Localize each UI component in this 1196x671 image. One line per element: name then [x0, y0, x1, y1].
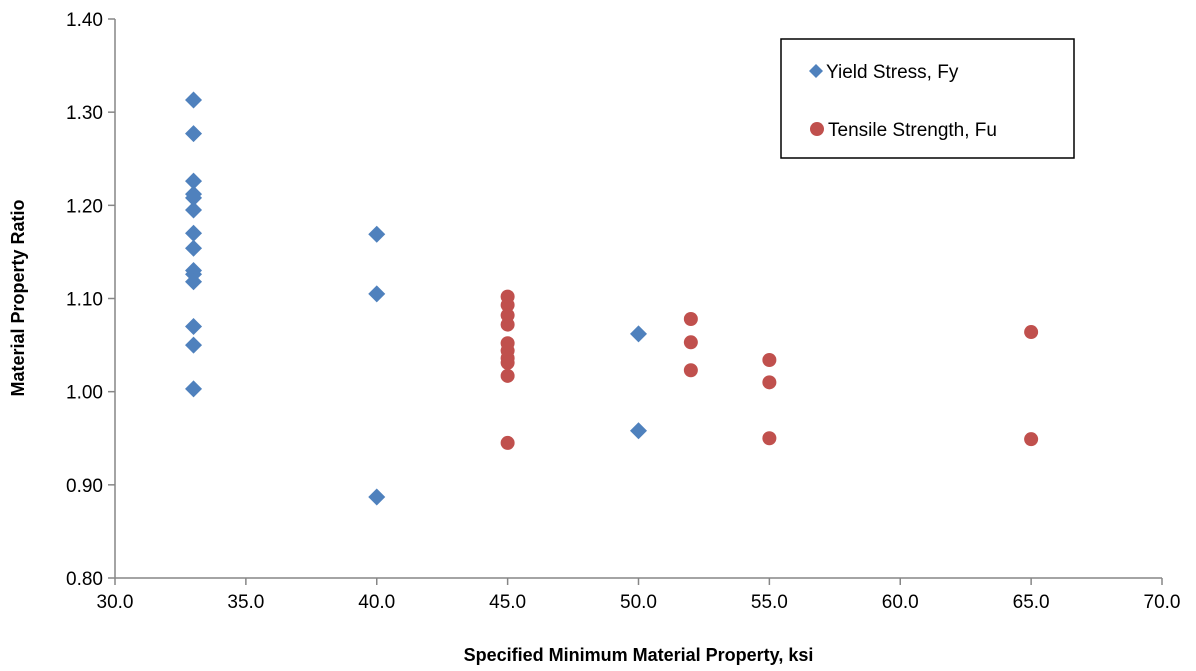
y-tick-label: 1.00	[66, 383, 103, 404]
yield-stress-point	[630, 325, 647, 343]
x-tick-label: 55.0	[751, 592, 788, 613]
y-tick-label: 0.80	[66, 569, 103, 590]
tensile-strength-point	[762, 375, 777, 390]
yield-stress-point	[185, 91, 203, 109]
y-tick-label: 1.10	[66, 290, 103, 311]
x-tick-label: 65.0	[1013, 592, 1050, 613]
x-tick-label: 60.0	[882, 592, 919, 613]
yield-stress-point	[185, 239, 203, 257]
tensile-strength-point	[500, 368, 515, 383]
legend-box	[780, 38, 1075, 159]
x-tick-label: 45.0	[489, 592, 526, 613]
yield-stress-point	[368, 285, 386, 303]
y-tick-label: 0.90	[66, 476, 103, 497]
y-axis-title: Material Property Ratio	[8, 199, 28, 396]
yield-stress-point	[185, 380, 203, 398]
yield-stress-point	[185, 189, 203, 207]
tensile-strength-point	[500, 435, 515, 450]
yield-stress-point	[185, 336, 203, 354]
yield-stress-point	[185, 201, 203, 219]
tensile-strength-point	[683, 363, 698, 378]
tensile-strength-point	[762, 431, 777, 446]
yield-stress-point	[185, 125, 203, 143]
yield-stress-point	[185, 172, 203, 190]
tensile-strength-point	[500, 355, 515, 370]
legend: Yield Stress, Fy Tensile Strength, Fu	[780, 38, 1075, 159]
legend-label-yield-stress: Yield Stress, Fy	[826, 62, 959, 83]
legend-label-tensile-strength: Tensile Strength, Fu	[828, 120, 997, 141]
yield-stress-point	[368, 488, 386, 506]
x-tick-label: 40.0	[358, 592, 395, 613]
tensile-strength-point	[1024, 432, 1039, 447]
tensile-strength-point	[762, 352, 777, 367]
yield-stress-point	[630, 422, 647, 440]
x-axis-title: Specified Minimum Material Property, ksi	[464, 645, 814, 665]
ticks: 30.0 35.0 40.0 45.0 50.0 55.0 60.0 65.0 70.0 0.80…	[66, 10, 1180, 613]
y-tick-label: 1.40	[66, 10, 103, 31]
legend-marker-yield-stress	[809, 64, 823, 78]
x-tick-label: 50.0	[620, 592, 657, 613]
legend-marker-tensile-strength	[810, 122, 824, 136]
x-tick-label: 70.0	[1144, 592, 1181, 613]
tensile-strength-point	[500, 317, 515, 332]
data-points	[185, 91, 1039, 506]
x-tick-label: 30.0	[97, 592, 134, 613]
yield-stress-point	[368, 225, 386, 243]
tensile-strength-point	[1024, 325, 1039, 340]
yield-stress-point	[185, 273, 203, 291]
yield-stress-point	[185, 317, 203, 335]
tensile-strength-point	[683, 335, 698, 350]
y-tick-label: 1.30	[66, 103, 103, 124]
x-tick-label: 35.0	[227, 592, 264, 613]
tensile-strength-point	[683, 311, 698, 326]
y-tick-label: 1.20	[66, 196, 103, 217]
yield-stress-point	[185, 224, 203, 242]
tensile-strength-point	[500, 298, 515, 313]
